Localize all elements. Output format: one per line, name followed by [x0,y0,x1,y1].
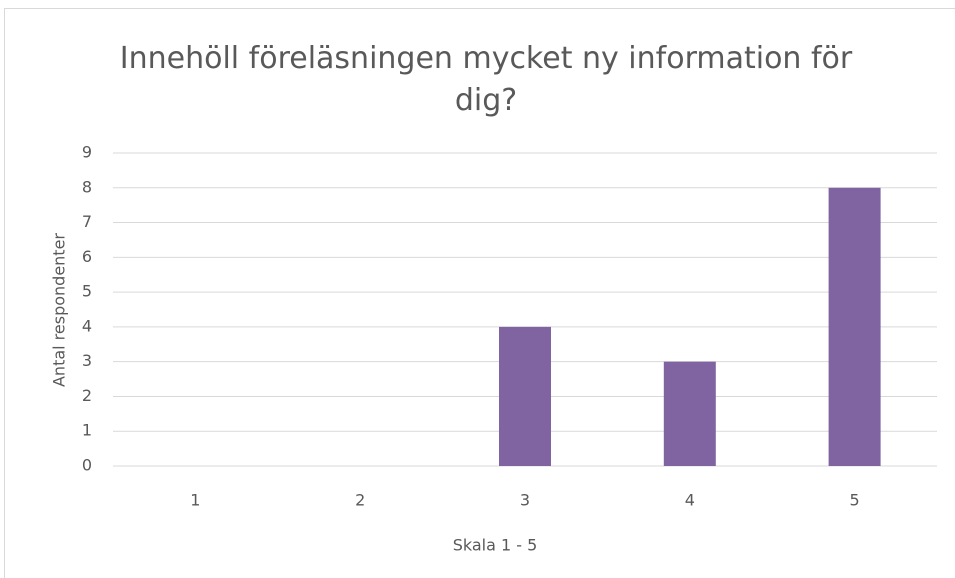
x-tick-label: 4 [685,491,695,510]
y-tick-label: 7 [82,212,92,231]
chart-frame [4,8,955,578]
y-axis-label: Antal respondenter [50,233,69,387]
y-tick-label: 2 [82,386,92,405]
y-tick-label: 5 [82,282,92,301]
bar [828,187,881,466]
x-tick-label: 5 [850,491,860,510]
y-tick-label: 8 [82,177,92,196]
bar [663,361,716,466]
y-tick-label: 3 [82,351,92,370]
x-tick-label: 1 [190,491,200,510]
y-tick-label: 1 [82,421,92,440]
y-tick-label: 9 [82,143,92,162]
y-tick-label: 0 [82,456,92,475]
x-axis-label: Skala 1 - 5 [453,536,538,555]
x-tick-label: 2 [355,491,365,510]
chart-title: Innehöll föreläsningen mycket ny informa… [119,41,853,118]
y-tick-label: 6 [82,247,92,266]
x-tick-label: 3 [520,491,530,510]
bar [499,326,551,466]
y-tick-label: 4 [82,316,92,335]
